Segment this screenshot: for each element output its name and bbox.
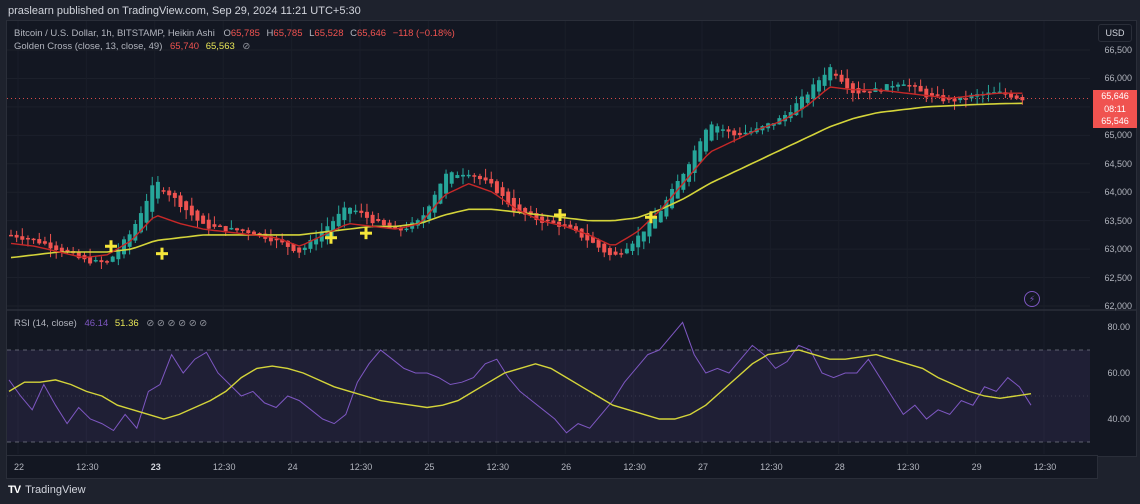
time-tick: 26 xyxy=(561,462,572,472)
lightning-icon[interactable]: ⚡ xyxy=(1024,291,1040,307)
symbol-legend[interactable]: Bitcoin / U.S. Dollar, 1h, BITSTAMP, Hei… xyxy=(14,28,455,39)
time-tick: 12:30 xyxy=(896,462,920,472)
golden-cross-name: Golden Cross (close, 13, close, 49) xyxy=(14,41,163,52)
ohlc-change: −118 (−0.18%) xyxy=(392,28,455,39)
rsi-tick: 80.00 xyxy=(1107,322,1130,332)
price-tick: 62,000 xyxy=(1104,301,1132,311)
time-tick: 29 xyxy=(971,462,982,472)
slow-ma-value: 65,563 xyxy=(205,41,235,52)
price-tick: 65,000 xyxy=(1104,130,1132,141)
currency-button[interactable]: USD xyxy=(1098,24,1132,42)
secondary-price: 65,546 xyxy=(1101,116,1129,126)
time-axis[interactable]: 22 12:30 23 12:30 24 12:30 25 12:30 26 12:30 27 12:… xyxy=(6,455,1098,479)
symbol-title: Bitcoin / U.S. Dollar, 1h, BITSTAMP, Hei… xyxy=(14,28,215,39)
brand-name: TradingView xyxy=(25,484,86,496)
price-tick: 66,000 xyxy=(1104,73,1132,84)
time-tick: 22 xyxy=(13,462,25,472)
hidden-value-icon[interactable]: ⊘ xyxy=(242,41,251,52)
price-tick: 64,000 xyxy=(1104,187,1132,198)
tradingview-logo-icon: TV xyxy=(8,484,21,496)
time-tick: 12:30 xyxy=(486,462,510,472)
rsi-ma-value: 51.36 xyxy=(114,318,139,329)
ohlc-high: H65,785 xyxy=(266,28,303,39)
ohlc-low: L65,528 xyxy=(309,28,344,39)
price-tick: 66,500 xyxy=(1104,45,1132,55)
price-tick: 62,500 xyxy=(1104,272,1132,283)
time-tick: 24 xyxy=(287,462,298,472)
time-tick: 23 xyxy=(150,462,161,472)
time-tick: 12:30 xyxy=(212,462,236,472)
ohlc-open: O65,785 xyxy=(223,28,260,39)
bar-countdown: 08:11 xyxy=(1104,103,1126,114)
golden-cross-legend[interactable]: Golden Cross (close, 13, close, 49) 65,7… xyxy=(14,41,250,52)
time-tick: 12:30 xyxy=(1033,462,1057,472)
time-tick: 27 xyxy=(697,462,709,472)
hidden-values-icons[interactable]: ⊘ ⊘ ⊘ ⊘ ⊘ ⊘ xyxy=(146,318,208,329)
tradingview-brand[interactable]: TV TradingView xyxy=(8,484,86,496)
time-tick: 12:30 xyxy=(349,462,373,472)
time-tick: 25 xyxy=(424,462,435,472)
price-tick: 64,500 xyxy=(1104,158,1132,169)
rsi-value: 46.14 xyxy=(84,318,109,329)
fast-ma-value: 65,740 xyxy=(170,41,200,52)
time-tick: 12:30 xyxy=(623,462,646,472)
rsi-tick: 40.00 xyxy=(1107,414,1130,424)
time-tick: 12:30 xyxy=(760,462,783,472)
publisher-line: praslearn published on TradingView.com, … xyxy=(8,5,361,17)
price-tick: 63,000 xyxy=(1104,244,1132,255)
time-tick: 12:30 xyxy=(76,462,99,472)
rsi-legend[interactable]: RSI (14, close) 46.14 51.36 ⊘ ⊘ ⊘ ⊘ ⊘ ⊘ xyxy=(14,318,207,329)
last-price: 65,646 xyxy=(1101,91,1129,101)
rsi-name: RSI (14, close) xyxy=(14,318,77,329)
ohlc-close: C65,646 xyxy=(350,28,387,39)
time-tick: 28 xyxy=(834,462,845,472)
price-tick: 63,500 xyxy=(1104,215,1132,226)
rsi-tick: 60.00 xyxy=(1107,368,1130,378)
last-price-tag: 65,646 08:11 65,546 xyxy=(1093,90,1137,128)
